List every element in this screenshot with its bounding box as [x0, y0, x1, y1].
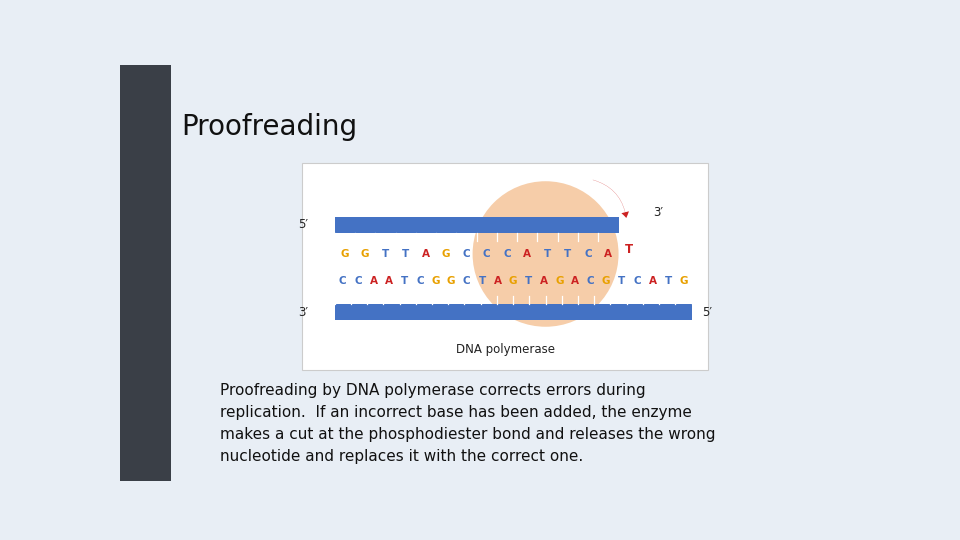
Text: T: T — [618, 276, 625, 286]
Text: G: G — [556, 276, 564, 286]
Text: C: C — [483, 249, 491, 259]
Ellipse shape — [472, 181, 618, 327]
Text: A: A — [649, 276, 657, 286]
Text: C: C — [463, 249, 470, 259]
Text: A: A — [385, 276, 393, 286]
Text: 3′: 3′ — [299, 306, 308, 319]
Text: T: T — [525, 276, 532, 286]
Text: G: G — [361, 249, 370, 259]
Text: G: G — [680, 276, 688, 286]
Text: 3′: 3′ — [653, 206, 663, 219]
Text: 5′: 5′ — [702, 306, 711, 319]
Text: T: T — [401, 276, 408, 286]
Text: C: C — [634, 276, 641, 286]
Text: A: A — [493, 276, 502, 286]
Text: 5′: 5′ — [299, 218, 308, 231]
Text: T: T — [544, 249, 551, 259]
Text: T: T — [625, 244, 633, 256]
Text: C: C — [587, 276, 594, 286]
Text: T: T — [564, 249, 571, 259]
Text: G: G — [431, 276, 440, 286]
Text: DNA polymerase: DNA polymerase — [456, 343, 555, 356]
Text: C: C — [354, 276, 362, 286]
Text: G: G — [509, 276, 517, 286]
Text: C: C — [585, 249, 592, 259]
Text: T: T — [478, 276, 486, 286]
Text: G: G — [446, 276, 455, 286]
Bar — [335, 217, 618, 233]
Text: A: A — [523, 249, 531, 259]
Text: G: G — [442, 249, 450, 259]
Text: A: A — [605, 249, 612, 259]
Text: C: C — [417, 276, 424, 286]
Bar — [302, 163, 708, 370]
Text: C: C — [463, 276, 470, 286]
Text: G: G — [341, 249, 349, 259]
Text: C: C — [503, 249, 511, 259]
Text: G: G — [602, 276, 611, 286]
Text: C: C — [339, 276, 347, 286]
Bar — [335, 305, 691, 320]
Text: T: T — [382, 249, 389, 259]
Text: T: T — [402, 249, 409, 259]
Bar — [120, 65, 171, 481]
Text: Proofreading: Proofreading — [181, 113, 357, 140]
Text: A: A — [540, 276, 548, 286]
Text: A: A — [571, 276, 579, 286]
Text: T: T — [664, 276, 672, 286]
Text: A: A — [422, 249, 430, 259]
Text: Proofreading by DNA polymerase corrects errors during
replication.  If an incorr: Proofreading by DNA polymerase corrects … — [221, 383, 716, 464]
Text: A: A — [370, 276, 377, 286]
